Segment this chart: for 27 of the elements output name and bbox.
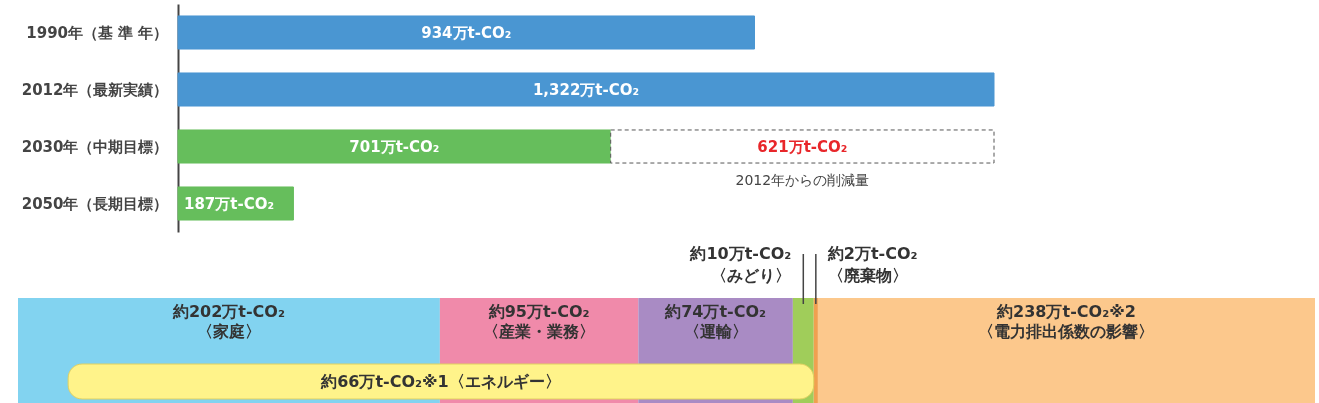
series-label: 〈運輸〉 [683,322,748,341]
data-label: 934万t-CO₂ [421,23,512,42]
bar [177,15,756,50]
data-label: 約10万t-CO₂ [689,244,792,263]
data-label: 約74万t-CO₂ [664,302,767,321]
y-tick-label: 1990年（基 準 年） [26,23,169,42]
series-label: 〈みどり〉 [711,266,792,285]
bar [177,72,995,107]
data-label: 約202万t-CO₂ [171,302,285,321]
data-label: 約2万t-CO₂ [826,244,918,263]
data-label: 約95万t-CO₂ [487,302,590,321]
bar [177,129,612,164]
data-label: 701万t-CO₂ [349,137,440,156]
bar [610,129,995,164]
y-tick-label: 2030年（中期目標） [21,137,169,156]
y-tick-label: 2012年（最新実績） [21,80,169,99]
series-label: 〈電力排出係数の影響〉 [978,322,1155,341]
series-label: 〈廃棄物〉 [827,266,908,285]
series-label: 〈産業・業務〉 [483,322,596,341]
annotation: 2012年からの削減量 [735,171,870,188]
series-label: 〈家庭〉 [196,322,261,341]
data-label: 約238万t-CO₂※2 [996,302,1136,321]
y-tick-label: 2050年（長期目標） [21,194,169,213]
band-label: 約66万t-CO₂※1〈エネルギー〉 [320,372,561,391]
data-label: 1,322万t-CO₂ [532,80,640,99]
data-label: 187万t-CO₂ [184,194,275,213]
data-label: 621万t-CO₂ [757,137,848,156]
